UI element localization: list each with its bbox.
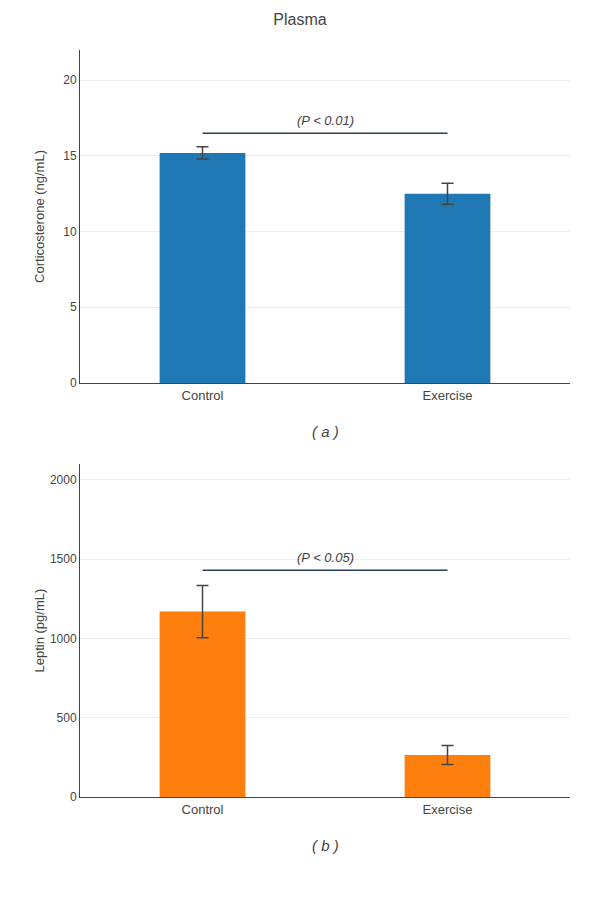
svg-text:(P < 0.05): (P < 0.05): [297, 550, 354, 565]
svg-text:20: 20: [63, 73, 77, 87]
svg-text:( b ): ( b ): [312, 837, 339, 854]
svg-text:500: 500: [57, 711, 77, 725]
svg-text:Control: Control: [182, 802, 224, 817]
svg-text:2000: 2000: [50, 473, 77, 487]
svg-text:Exercise: Exercise: [423, 802, 473, 817]
svg-text:(P < 0.01): (P < 0.01): [297, 113, 354, 128]
svg-text:0: 0: [70, 376, 77, 390]
svg-text:1500: 1500: [50, 552, 77, 566]
svg-text:Plasma: Plasma: [273, 11, 326, 28]
svg-text:5: 5: [70, 300, 77, 314]
svg-text:Control: Control: [182, 388, 224, 403]
svg-text:0: 0: [70, 790, 77, 804]
svg-text:10: 10: [63, 225, 77, 239]
svg-text:15: 15: [63, 149, 77, 163]
svg-text:( a ): ( a ): [312, 423, 339, 440]
svg-text:1000: 1000: [50, 632, 77, 646]
svg-text:Corticosterone (ng/mL): Corticosterone (ng/mL): [32, 150, 47, 283]
svg-text:Leptin (pg/mL): Leptin (pg/mL): [32, 589, 47, 673]
svg-text:Exercise: Exercise: [423, 388, 473, 403]
